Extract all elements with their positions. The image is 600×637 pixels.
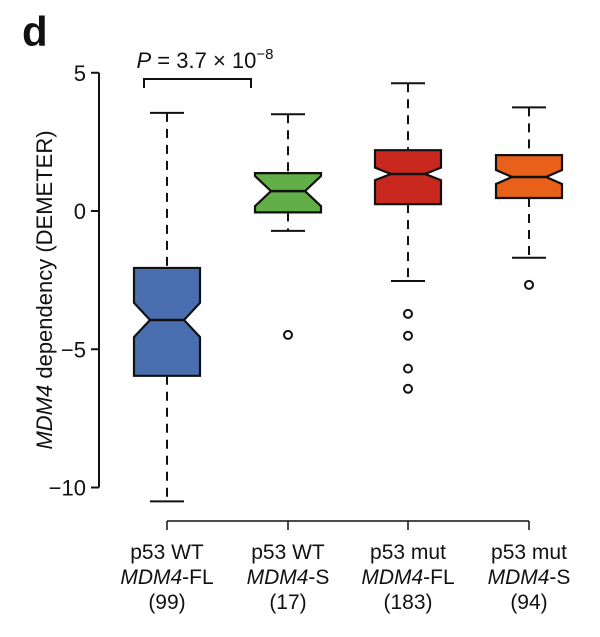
- significance-bracket: [143, 78, 252, 88]
- x-label-line2: MDM4-S: [488, 566, 571, 589]
- x-label-line1: p53 mut: [491, 541, 567, 564]
- x-label-gene: MDM4: [120, 566, 182, 589]
- x-label-isoform: -S: [308, 566, 329, 589]
- p-symbol: P: [137, 48, 152, 73]
- y-axis-label-gene: MDM4: [32, 385, 57, 450]
- x-label-n: (99): [148, 591, 185, 614]
- x-label-line1: p53 mut: [370, 541, 446, 564]
- outlier-point: [403, 383, 413, 394]
- x-label-isoform: -FL: [182, 566, 214, 589]
- outlier-point: [403, 308, 413, 319]
- p-value-mantissa: = 3.7 × 10: [151, 48, 256, 73]
- boxes: [132, 82, 564, 503]
- x-label-gene: MDM4: [361, 566, 423, 589]
- outlier-point: [403, 330, 413, 341]
- x-label-line2: MDM4-FL: [361, 566, 454, 589]
- y-tick-label: −5: [61, 337, 86, 362]
- panel-label: d: [22, 8, 48, 55]
- y-axis-label-rest: dependency (DEMETER): [32, 130, 57, 384]
- y-tick-label: 0: [74, 199, 86, 224]
- y-tick-label: 5: [74, 61, 86, 86]
- x-label-n: (183): [383, 591, 432, 614]
- x-label-isoform: -FL: [423, 566, 455, 589]
- outlier-point: [283, 329, 293, 340]
- box: [373, 149, 443, 206]
- p-value-text: P = 3.7 × 10−8: [137, 46, 274, 73]
- outlier-point: [403, 363, 413, 374]
- box-group-1: [253, 113, 323, 340]
- y-axis-label: MDM4 dependency (DEMETER): [32, 130, 57, 449]
- x-label-gene: MDM4: [488, 566, 550, 589]
- x-label-isoform: -S: [549, 566, 570, 589]
- box-group-2: [373, 82, 443, 394]
- x-label-n: (94): [510, 591, 547, 614]
- outlier-point: [524, 279, 534, 290]
- x-label-line2: MDM4-S: [247, 566, 330, 589]
- box: [253, 172, 323, 214]
- box: [132, 266, 202, 377]
- significance-annotation: P = 3.7 × 10−8: [137, 46, 274, 88]
- x-label-line2: MDM4-FL: [120, 566, 213, 589]
- p-value-exponent: −8: [256, 46, 273, 63]
- box-group-3: [494, 106, 564, 290]
- box-group-0: [132, 111, 202, 503]
- x-label-n: (17): [269, 591, 306, 614]
- y-tick-label: −10: [49, 476, 86, 501]
- y-axis: 5 0 −5 −10: [49, 61, 100, 501]
- x-label-line1: p53 WT: [130, 541, 204, 564]
- x-label-line1: p53 WT: [251, 541, 325, 564]
- x-label-gene: MDM4: [247, 566, 309, 589]
